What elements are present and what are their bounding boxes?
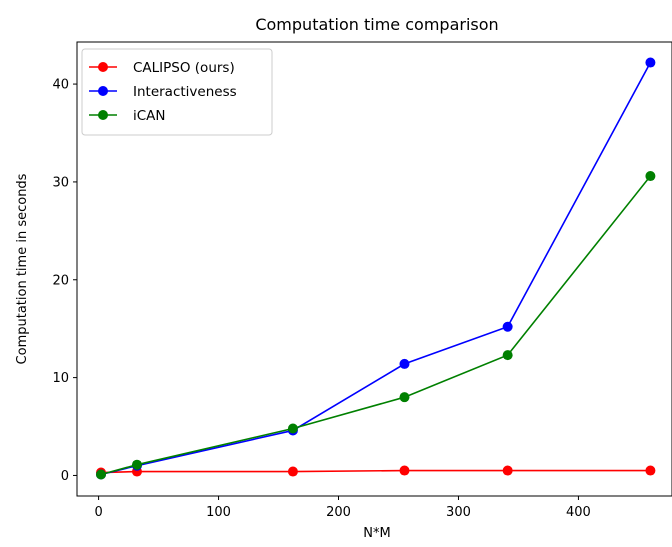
x-axis-label: N*M — [363, 526, 390, 541]
data-point-interactiveness — [399, 358, 410, 369]
legend-entry-ican: iCAN — [89, 108, 166, 124]
data-point-calipso-ours — [287, 466, 298, 477]
x-tick-label: 100 — [206, 505, 231, 520]
data-point-interactiveness — [502, 321, 513, 332]
data-point-ican — [95, 469, 106, 480]
y-tick-label: 0 — [61, 469, 69, 484]
legend-label: Interactiveness — [133, 84, 237, 100]
series-ican — [95, 171, 656, 480]
plot-frame — [76, 41, 672, 497]
x-tick-label: 400 — [566, 505, 591, 520]
series-layer — [95, 57, 656, 480]
series-calipso-ours — [95, 465, 656, 478]
legend-label: CALIPSO (ours) — [133, 60, 235, 76]
legend: CALIPSO (ours) Interactiveness iCAN — [81, 48, 273, 136]
legend-entry-interactiveness: Interactiveness — [89, 84, 237, 100]
data-point-ican — [287, 423, 298, 434]
y-tick-label: 10 — [52, 371, 69, 386]
x-tick-label: 300 — [446, 505, 471, 520]
y-tick-label: 20 — [52, 273, 69, 288]
data-point-ican — [131, 459, 142, 470]
series-line-calipso-ours — [100, 469, 651, 474]
legend-marker — [98, 62, 108, 72]
legend-entry-calipso-ours: CALIPSO (ours) — [89, 60, 235, 76]
data-point-ican — [502, 350, 513, 361]
data-point-calipso-ours — [399, 465, 410, 476]
legend-marker — [98, 86, 108, 96]
legend-label: iCAN — [133, 108, 166, 124]
series-line-ican — [100, 175, 652, 476]
chart-title: Computation time comparison — [255, 15, 498, 34]
y-axis-label: Computation time in seconds — [15, 173, 30, 364]
data-point-calipso-ours — [645, 465, 656, 476]
data-point-ican — [399, 392, 410, 403]
legend-marker — [98, 110, 108, 120]
data-point-calipso-ours — [502, 465, 513, 476]
x-axis: 0 100 200 300 400 — [94, 496, 591, 520]
x-tick-label: 0 — [94, 505, 102, 520]
y-tick-label: 40 — [52, 78, 69, 93]
plot-area — [76, 41, 672, 497]
data-point-interactiveness — [645, 57, 656, 68]
x-tick-label: 200 — [326, 505, 351, 520]
y-tick-label: 30 — [52, 175, 69, 190]
data-point-ican — [645, 171, 656, 182]
y-axis: 0 10 20 30 40 — [52, 78, 77, 484]
legend-frame — [81, 48, 273, 136]
